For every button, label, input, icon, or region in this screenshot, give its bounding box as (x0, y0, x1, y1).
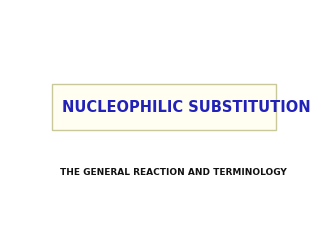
Text: NUCLEOPHILIC SUBSTITUTION: NUCLEOPHILIC SUBSTITUTION (62, 100, 311, 115)
Text: THE GENERAL REACTION AND TERMINOLOGY: THE GENERAL REACTION AND TERMINOLOGY (60, 168, 287, 177)
Bar (52, 84, 276, 131)
